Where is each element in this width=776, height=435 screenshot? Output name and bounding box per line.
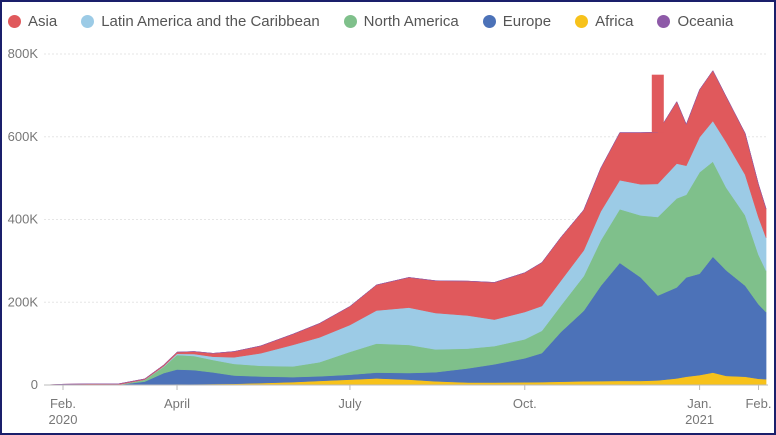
x-tick-label-1-0: April	[164, 396, 190, 411]
y-tick-label-1: 200K	[8, 294, 39, 309]
x-tick-label-3-0: Oct.	[513, 396, 537, 411]
legend-swatch-oceania	[657, 14, 671, 28]
y-tick-label-4: 800K	[8, 46, 39, 61]
spike-bar-0	[651, 74, 664, 133]
legend-item-latin-america: Latin America and the Caribbean	[81, 12, 320, 30]
legend-label-africa: Africa	[595, 12, 634, 30]
x-tick-label-2-0: July	[338, 396, 362, 411]
x-tick-label-0-1: 2020	[49, 412, 78, 427]
legend-item-africa: Africa	[575, 13, 633, 30]
legend-label-latin-america: Latin America and the Caribbean	[101, 12, 320, 30]
y-tick-label-0: 0	[31, 377, 38, 392]
x-tick-label-4-1: 2021	[685, 412, 714, 427]
legend-item-oceania: Oceania	[657, 13, 733, 30]
legend-swatch-north-america	[343, 14, 357, 28]
legend-item-europe: Europe	[482, 12, 552, 30]
chart-legend: Asia Latin America and the Caribbean Nor…	[8, 9, 733, 33]
legend-swatch-latin-america	[81, 14, 95, 28]
legend-label-oceania: Oceania	[677, 12, 734, 30]
legend-item-asia: Asia	[8, 13, 57, 30]
x-tick-label-5-0: Feb.	[745, 396, 771, 411]
legend-label-europe: Europe	[502, 12, 552, 30]
legend-item-north-america: North America	[343, 12, 459, 30]
x-tick-label-4-0: Jan.	[687, 396, 712, 411]
legend-swatch-asia	[8, 14, 21, 28]
legend-label-asia: Asia	[28, 12, 58, 30]
area-oceania	[43, 70, 767, 386]
legend-label-north-america: North America	[363, 12, 459, 30]
x-tick-label-0-0: Feb.	[50, 396, 76, 411]
legend-swatch-africa	[575, 14, 589, 28]
legend-swatch-europe	[482, 14, 496, 28]
y-tick-label-3: 600K	[8, 129, 39, 144]
y-tick-label-2: 400K	[8, 212, 39, 227]
